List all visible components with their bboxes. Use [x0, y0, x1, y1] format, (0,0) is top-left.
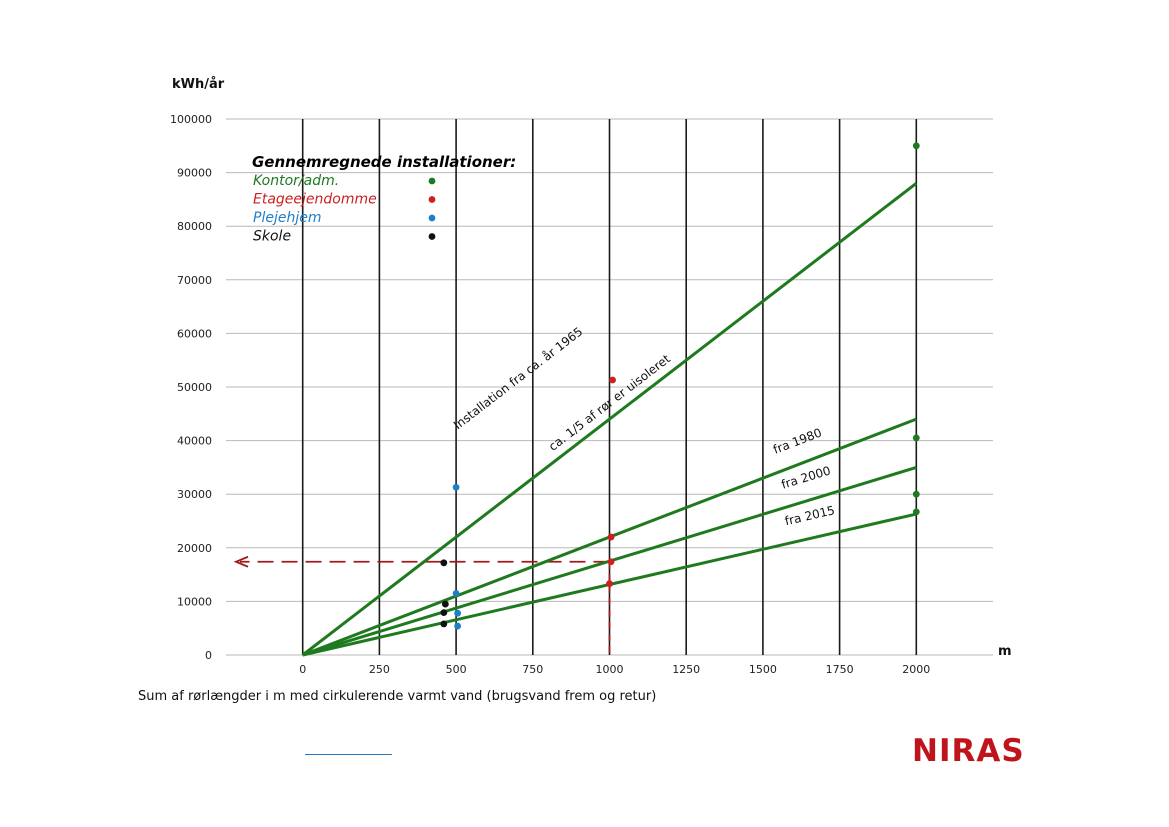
y-tick-label: 90000 — [177, 167, 212, 180]
legend: Gennemregnede installationer: Kontor/adm.… — [252, 153, 516, 245]
data-point — [440, 609, 448, 617]
data-points — [440, 142, 920, 630]
series-label: fra 1980 — [771, 425, 824, 456]
legend-label: Plejehjem — [253, 210, 321, 226]
y-tick-label: 20000 — [177, 542, 212, 555]
grid — [226, 118, 993, 656]
legend-marker — [428, 214, 436, 222]
data-point — [440, 559, 448, 567]
x-tick-label: 500 — [446, 663, 467, 676]
reference-line — [233, 555, 611, 655]
data-point — [912, 434, 920, 442]
legend-title: Gennemregnede installationer: — [252, 153, 516, 171]
x-tick-label: 0 — [299, 663, 306, 676]
x-tick-label: 1750 — [826, 663, 854, 676]
x-tick-label: 1000 — [596, 663, 624, 676]
y-tick-label: 30000 — [177, 488, 212, 501]
data-point — [912, 508, 920, 516]
y-tick-label: 40000 — [177, 435, 212, 448]
reference-arrow — [233, 555, 249, 568]
series-label: Installation fra ca. år 1965 — [451, 324, 585, 432]
data-point — [441, 600, 449, 608]
y-tick-label: 50000 — [177, 381, 212, 394]
x-tick-label: 1250 — [672, 663, 700, 676]
y-tick-label: 0 — [205, 649, 212, 662]
data-point — [440, 620, 448, 628]
niras-logo: NIRAS — [912, 733, 1025, 769]
data-point — [454, 622, 462, 630]
x-axis-unit: m — [998, 644, 1012, 659]
data-point — [607, 533, 615, 541]
data-point — [452, 483, 460, 491]
legend-label: Skole — [253, 229, 291, 245]
y-tick-label: 100000 — [170, 113, 212, 126]
y-tick-label: 80000 — [177, 220, 212, 233]
x-axis-title: Sum af rørlængder i m med cirkulerende v… — [138, 689, 657, 704]
legend-label: Etageejendomme — [253, 192, 377, 208]
y-tick-label: 70000 — [177, 274, 212, 287]
data-point — [454, 609, 462, 617]
footer-link[interactable] — [305, 754, 392, 755]
tick-labels: 0100002000030000400005000060000700008000… — [170, 113, 930, 676]
x-tick-label: 750 — [522, 663, 543, 676]
x-tick-label: 250 — [369, 663, 390, 676]
data-point — [912, 490, 920, 498]
data-point — [609, 376, 616, 384]
data-point — [607, 558, 615, 566]
data-point — [452, 589, 460, 597]
legend-label: Kontor/adm. — [253, 173, 339, 189]
y-axis-title: kWh/år — [172, 77, 225, 92]
legend-marker — [428, 177, 436, 185]
y-tick-label: 10000 — [177, 595, 212, 608]
x-tick-label: 2000 — [902, 663, 930, 676]
data-point — [606, 580, 613, 588]
legend-marker — [428, 233, 436, 240]
legend-marker — [428, 196, 436, 203]
x-tick-label: 1500 — [749, 663, 777, 676]
series-line — [301, 182, 918, 657]
y-tick-label: 60000 — [177, 327, 212, 340]
data-point — [912, 142, 920, 150]
